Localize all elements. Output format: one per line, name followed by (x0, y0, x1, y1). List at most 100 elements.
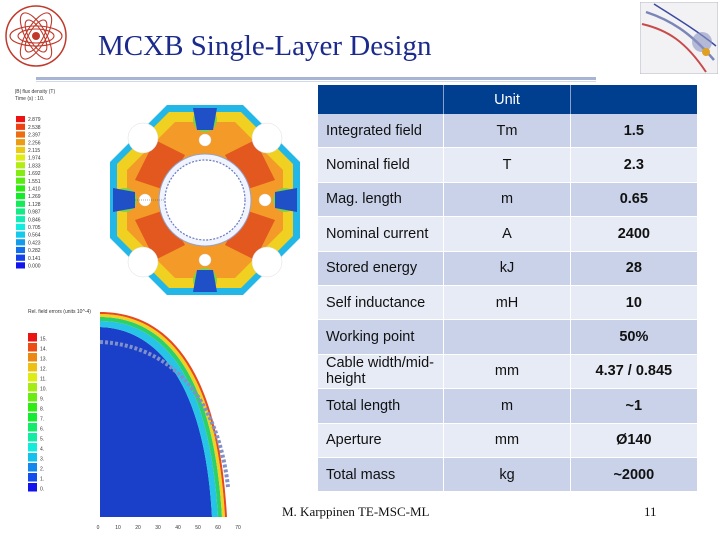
error-legend-label: 7. (40, 417, 44, 423)
error-legend-label: 3. (40, 457, 44, 463)
slide-title: MCXB Single-Layer Design (98, 30, 432, 62)
flux-legend-swatch (16, 162, 25, 169)
header-parameter (318, 85, 445, 114)
error-x-tick-label: 50 (195, 525, 201, 531)
error-x-tick-label: 20 (135, 525, 141, 531)
flux-legend-label: 0.000 (28, 264, 41, 270)
parameter-value: 2400 (570, 217, 697, 252)
flux-legend-label: 2.256 (28, 140, 41, 146)
cern-logo-icon (5, 5, 67, 67)
error-legend-label: 0. (40, 487, 44, 493)
parameter-name: Self inductance (318, 285, 445, 321)
parameter-value: 50% (570, 320, 697, 355)
title-divider-thin (36, 81, 596, 82)
table-row: Mag. length m 0.65 (318, 182, 697, 218)
parameter-value: 10 (570, 285, 697, 321)
parameter-unit: A (444, 217, 571, 252)
parameter-unit: m (444, 182, 571, 218)
flux-legend-swatch (16, 254, 25, 261)
error-legend-swatch (28, 423, 37, 432)
flux-legend-swatch (16, 262, 25, 269)
error-legend-label: 10. (40, 387, 47, 393)
error-legend-label: 4. (40, 447, 44, 453)
error-legend: 15. 14. 13. 12. 11. 10. 9. 8. 7. 6. 5. 4. 3. 2. 1. 0. (28, 333, 47, 493)
parameter-unit (444, 320, 571, 355)
flux-legend-swatch (16, 169, 25, 177)
error-legend-label: 12. (40, 367, 47, 373)
flux-legend-label: 2.538 (28, 125, 41, 131)
error-x-tick-label: 0 (97, 525, 100, 531)
specification-table: Unit Integrated field Tm 1.5 Nominal fie… (318, 85, 697, 493)
table-row: Total mass kg ~2000 (318, 457, 697, 493)
flux-density-plot: |B| flux density (T) Time (s) : 10. 2.87… (12, 86, 316, 304)
error-x-tick-label: 60 (215, 525, 221, 531)
error-legend-label: 2. (40, 467, 44, 473)
flux-plot-time: Time (s) : 10. (15, 96, 44, 102)
flux-legend-swatch (16, 146, 25, 153)
error-x-tick-label: 30 (155, 525, 161, 531)
error-legend-label: 1. (40, 477, 44, 483)
flux-legend-label: 0.423 (28, 240, 41, 246)
error-legend-label: 5. (40, 437, 44, 443)
parameter-name: Integrated field (318, 114, 445, 149)
page-number: 11 (644, 504, 657, 519)
error-legend-label: 14. (40, 347, 47, 353)
flux-legend-swatch (16, 131, 25, 138)
flux-legend-swatch (16, 177, 25, 184)
flux-legend-swatch (16, 231, 25, 238)
flux-legend-swatch (16, 139, 25, 146)
parameter-name: Aperture (318, 423, 445, 458)
accelerator-corner-icon (640, 2, 718, 74)
flux-legend-label: 0.705 (28, 225, 41, 231)
field-error-plot: Rel. field errors (units 10^-4) 15. 14. 13… (22, 305, 258, 535)
flux-legend-swatch (16, 216, 25, 223)
error-legend-swatch (28, 453, 37, 462)
footer-author: M. Karppinen TE-MSC-ML (282, 504, 430, 519)
flux-legend-label: 1.833 (28, 163, 41, 169)
flux-legend-label: 0.141 (28, 256, 41, 262)
error-legend-swatch (28, 363, 37, 372)
flux-legend-label: 2.115 (28, 148, 40, 154)
error-legend-label: 9. (40, 397, 44, 403)
flux-legend-swatch (16, 116, 25, 123)
table-row: Stored energy kJ 28 (318, 251, 697, 286)
parameter-name: Mag. length (318, 182, 445, 218)
error-plot-title: Rel. field errors (units 10^-4) (28, 309, 91, 315)
flux-legend-label: 0.282 (28, 248, 41, 254)
header-value (570, 85, 697, 114)
parameter-name: Stored energy (318, 251, 445, 286)
flux-plot-title: |B| flux density (T) (15, 89, 55, 95)
error-legend-swatch (28, 393, 37, 402)
parameter-unit: T (444, 148, 571, 183)
parameter-name: Working point (318, 320, 445, 355)
error-x-ticks: 0 10 20 30 40 50 60 70 (97, 525, 241, 531)
flux-legend-label: 1.128 (28, 202, 41, 208)
error-legend-label: 11. (40, 377, 47, 383)
error-legend-swatch (28, 333, 37, 342)
error-legend-swatch (28, 443, 37, 452)
flux-legend-label: 0.846 (28, 217, 41, 223)
parameter-value: ~1 (570, 389, 697, 424)
parameter-unit: mH (444, 285, 571, 321)
parameter-unit: kJ (444, 251, 571, 286)
error-legend-label: 8. (40, 407, 44, 413)
flux-legend-label: 1.692 (28, 171, 41, 177)
parameter-name: Cable width/mid-height (318, 354, 445, 390)
error-legend-swatch (28, 483, 37, 492)
flux-legend-label: 1.269 (28, 194, 41, 200)
parameter-value: Ø140 (570, 423, 697, 458)
parameter-value: 1.5 (570, 114, 697, 149)
table-row: Aperture mm Ø140 (318, 423, 697, 458)
table-row: Nominal field T 2.3 (318, 148, 697, 183)
header-unit: Unit (444, 85, 571, 114)
flux-legend-label: 2.397 (28, 133, 41, 139)
error-legend-swatch (28, 383, 37, 392)
flux-legend-swatch (16, 154, 25, 161)
error-legend-swatch (28, 353, 37, 362)
error-legend-swatch (28, 413, 37, 422)
error-legend-swatch (28, 403, 37, 412)
flux-legend-label: 2.879 (28, 117, 41, 123)
flux-legend-label: 1.551 (28, 179, 41, 185)
flux-legend-label: 1.410 (28, 187, 41, 193)
